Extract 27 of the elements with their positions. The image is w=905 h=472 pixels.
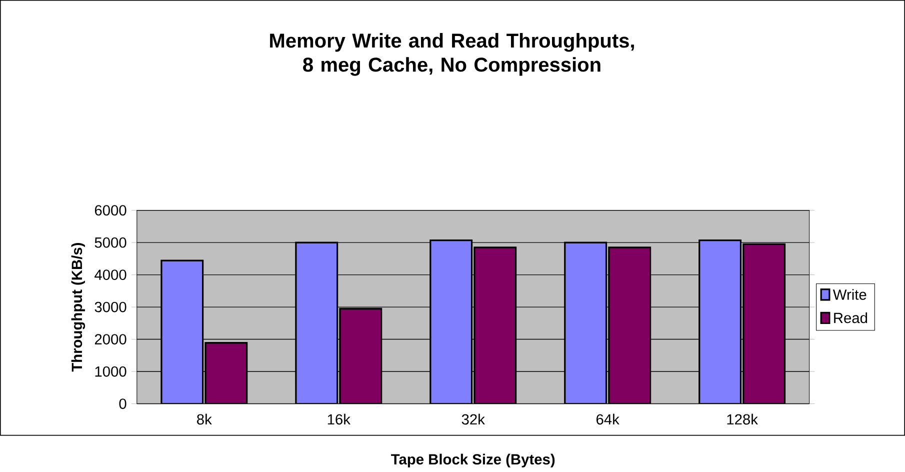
x-axis-title: Tape Block Size (Bytes): [391, 454, 555, 468]
y-tick-label: 0: [119, 398, 126, 410]
y-tick-label: 6000: [94, 205, 126, 216]
x-tick-label: 128k: [727, 414, 758, 425]
x-tick-label: 32k: [462, 414, 485, 425]
bar: [564, 242, 608, 404]
bar: [742, 243, 786, 404]
legend-label: Write: [832, 289, 866, 300]
chart-title: Memory Write and Read Throughputs, 8 meg Cache, No Compression: [270, 33, 634, 76]
bar: [474, 246, 517, 404]
bar: [339, 308, 382, 404]
bar: [698, 240, 742, 404]
y-tick-label: 4000: [94, 270, 126, 280]
bar: [160, 260, 204, 404]
bar: [608, 246, 652, 404]
bar: [204, 342, 248, 404]
y-axis-title: Throughput (KB/s): [71, 243, 86, 372]
legend-label: Read: [834, 312, 868, 324]
bar: [430, 240, 473, 404]
y-tick-label: 5000: [94, 237, 126, 248]
y-tick-label: 3000: [94, 302, 126, 312]
x-tick-label: 8k: [197, 414, 212, 425]
x-tick-label: 64k: [596, 414, 620, 425]
y-tick-label: 2000: [94, 334, 126, 345]
bar: [295, 242, 338, 404]
x-tick-label: 16k: [328, 414, 350, 425]
y-tick-label: 1000: [95, 366, 126, 377]
